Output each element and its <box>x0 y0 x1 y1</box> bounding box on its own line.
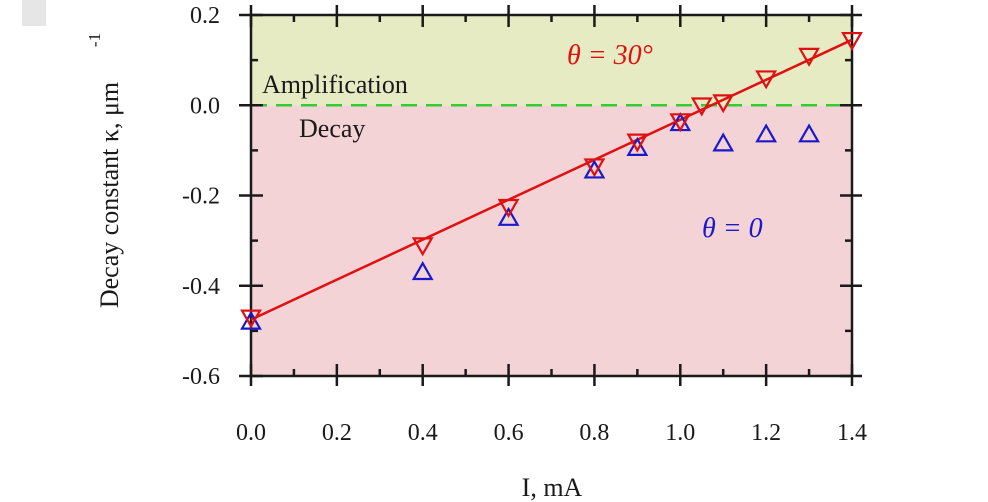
marker-theta-30 <box>583 158 606 178</box>
annotation-theta-30: θ = 30° <box>567 40 653 71</box>
markers <box>240 31 863 330</box>
y-tick-label: -0.6 <box>182 364 220 390</box>
marker-theta-0 <box>240 310 262 330</box>
y-axis-title-superscript: -1 <box>85 33 104 47</box>
marker-theta-30 <box>712 94 735 114</box>
x-tick-label: 0.4 <box>408 420 438 446</box>
region-amplification <box>251 15 852 106</box>
marker-theta-0 <box>626 136 649 156</box>
annotation-theta-0: θ = 0 <box>702 213 763 244</box>
corner-mark <box>22 0 46 26</box>
marker-theta-30 <box>690 97 713 117</box>
x-tick-label: 1.0 <box>665 420 695 446</box>
marker-theta-30 <box>798 47 820 67</box>
marker-theta-0 <box>712 132 735 152</box>
regions <box>251 15 852 376</box>
marker-theta-0 <box>755 123 778 143</box>
marker-theta-30 <box>497 198 520 218</box>
marker-theta-0 <box>497 206 520 226</box>
decay-label: Decay <box>299 114 365 143</box>
fit-lines <box>250 38 853 321</box>
marker-theta-30 <box>626 133 649 153</box>
y-tick-label: 0.2 <box>190 3 220 29</box>
x-tick-label: 0.6 <box>494 420 524 446</box>
marker-theta-30 <box>411 237 434 257</box>
x-tick-label: 0.8 <box>579 420 609 446</box>
x-tick-label: 1.4 <box>837 420 867 446</box>
x-axis-title: I, mA <box>522 473 583 502</box>
fit-line-theta-30 <box>250 38 853 321</box>
marker-theta-0 <box>411 260 434 281</box>
plot-frame <box>249 13 854 378</box>
amplification-label: Amplification <box>262 70 408 99</box>
y-axis-title: Decay constant κ, μm <box>95 82 124 308</box>
tick-labels: 0.0 0.2 0.4 0.6 0.8 1.0 1.2 1.4 0.2 0.0 -0.2 -0.4 -0… <box>182 3 867 446</box>
x-tick-label: 1.2 <box>751 420 781 446</box>
y-tick-label: 0.0 <box>190 93 220 119</box>
marker-theta-30 <box>669 113 692 133</box>
x-tick-label: 0.0 <box>236 420 266 446</box>
marker-theta-30 <box>240 309 262 329</box>
marker-theta-0 <box>583 159 606 179</box>
x-tick-label: 0.2 <box>322 420 352 446</box>
y-tick-label: -0.4 <box>182 274 220 300</box>
marker-theta-30 <box>755 70 778 90</box>
region-decay <box>251 105 852 376</box>
marker-theta-30 <box>841 31 863 52</box>
y-tick-label: -0.2 <box>182 184 220 210</box>
marker-theta-0 <box>798 123 820 143</box>
